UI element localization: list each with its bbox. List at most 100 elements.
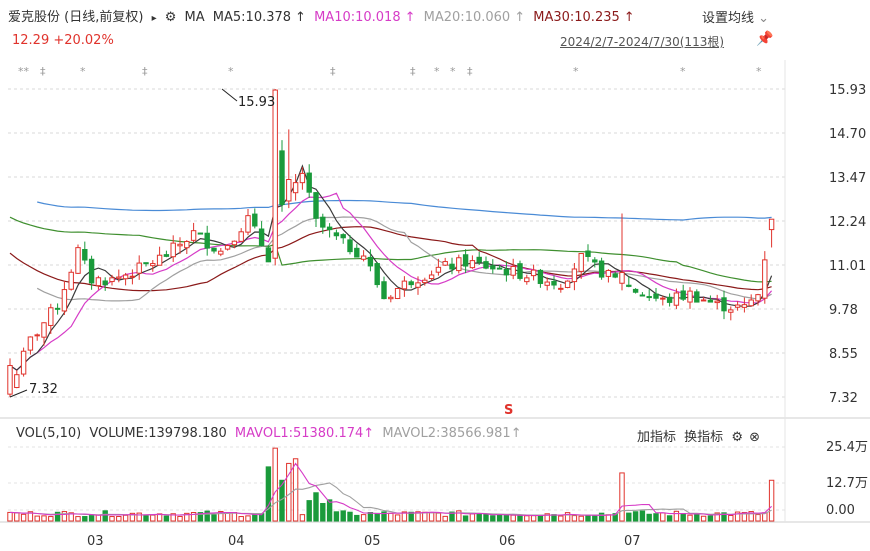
volume-bar	[401, 511, 408, 522]
candle-body	[109, 277, 115, 283]
ma-settings-label: 设置均线	[702, 11, 755, 26]
candle-body	[394, 287, 401, 300]
candle-body	[129, 275, 136, 278]
volume-bar	[714, 512, 720, 522]
expand-arrow-icon[interactable]: ▸	[151, 13, 157, 24]
volume-bar	[163, 515, 170, 522]
candle-body	[279, 150, 285, 206]
candle-body	[755, 294, 761, 302]
volume-bar	[734, 511, 741, 522]
volume-bar	[558, 515, 564, 522]
volume-bar	[20, 513, 27, 522]
candle-body	[401, 280, 408, 290]
candle-body	[7, 365, 13, 395]
volume-axis-label: 0.00	[826, 503, 855, 518]
candle-body	[530, 269, 537, 277]
gear-icon[interactable]: ⚙	[731, 430, 743, 445]
volume-bar	[456, 510, 462, 522]
volume-bar	[170, 513, 176, 522]
candle-body	[517, 263, 523, 279]
month-label: 05	[364, 534, 381, 549]
candle-body	[768, 218, 775, 231]
add-indicator-button[interactable]: 加指标	[637, 430, 677, 445]
candle-body	[238, 231, 244, 242]
volume-bar	[75, 516, 81, 522]
candle-body	[292, 182, 299, 194]
signal-marker: S	[504, 403, 513, 418]
candle-body	[428, 274, 435, 280]
volume-bar	[462, 515, 469, 522]
volume-bar	[177, 515, 183, 522]
volume-axis-label: 25.4万	[826, 440, 868, 455]
volume-bar	[381, 511, 387, 522]
chevron-down-icon: ⌄	[758, 11, 770, 26]
candle-body	[408, 281, 414, 286]
ma60-line	[9, 216, 772, 283]
candle-body	[415, 282, 421, 288]
ma-label: MA	[184, 10, 205, 25]
volume-bar	[150, 514, 156, 522]
ma120-line	[37, 199, 772, 221]
candle-body	[748, 299, 754, 307]
pin-icon[interactable]: 📌	[756, 31, 774, 47]
volume-bar	[408, 511, 414, 522]
candle-body	[143, 262, 149, 265]
volume-bar	[204, 510, 210, 522]
candle-body	[313, 192, 319, 219]
high-annotation: 15.93	[238, 95, 275, 110]
volume-bar	[54, 511, 61, 522]
candle-body	[190, 230, 197, 241]
candle-body	[347, 239, 353, 253]
volume-bar	[14, 512, 20, 522]
volume-bar	[564, 512, 571, 522]
ma5-arrow-icon: ↑	[295, 10, 306, 25]
volume-bar	[435, 512, 442, 522]
candle-body	[272, 89, 278, 259]
volume-bar	[517, 515, 523, 522]
date-range[interactable]: 2024/2/7-2024/7/30(113根)	[560, 35, 725, 49]
ma20-value: MA20:10.060	[423, 10, 511, 25]
volume-bar	[252, 514, 258, 522]
candle-body	[34, 334, 40, 337]
switch-indicator-button[interactable]: 换指标	[684, 430, 724, 445]
candle-body	[646, 296, 652, 299]
ma5-value: MA5:10.378	[212, 10, 292, 25]
event-mark: *	[680, 65, 686, 78]
candle-body	[551, 280, 557, 286]
candle-body	[170, 242, 176, 258]
candle-body	[626, 284, 632, 287]
ma-settings-button[interactable]: 设置均线 ⌄	[702, 7, 769, 26]
volume-bar	[313, 492, 319, 522]
volume-axis-label: 12.7万	[826, 476, 868, 491]
candle-body	[714, 300, 720, 304]
candle-body	[340, 234, 346, 239]
candle-body	[374, 263, 380, 286]
candle-body	[483, 261, 489, 269]
volume-bar	[211, 514, 217, 522]
candle-body	[326, 226, 333, 231]
candle-body	[388, 296, 394, 300]
volume-bar	[496, 514, 503, 522]
candle-body	[367, 256, 374, 267]
volume-bar	[612, 513, 618, 522]
volume-bar	[129, 512, 136, 522]
candle-body	[490, 265, 496, 270]
candle-body	[694, 291, 700, 303]
candle-body	[252, 213, 258, 227]
candle-body	[286, 179, 292, 202]
candle-body	[184, 240, 190, 249]
gear-icon[interactable]: ⚙	[164, 10, 177, 25]
close-icon[interactable]: ⊗	[749, 430, 761, 445]
event-mark: **	[18, 65, 30, 78]
candle-body	[265, 247, 272, 263]
price-change: 12.29 +20.02%	[12, 33, 114, 48]
volume-bar	[422, 511, 428, 522]
volume-bar	[82, 516, 88, 522]
candle-body	[211, 247, 217, 252]
candle-body	[571, 268, 578, 283]
mavol2-arrow-icon: ↑	[510, 426, 522, 441]
volume-header: VOL(5,10) VOLUME:139798.180 MAVOL1:51380…	[16, 426, 522, 441]
volume-bar	[768, 479, 775, 522]
volume-bar	[136, 512, 142, 522]
